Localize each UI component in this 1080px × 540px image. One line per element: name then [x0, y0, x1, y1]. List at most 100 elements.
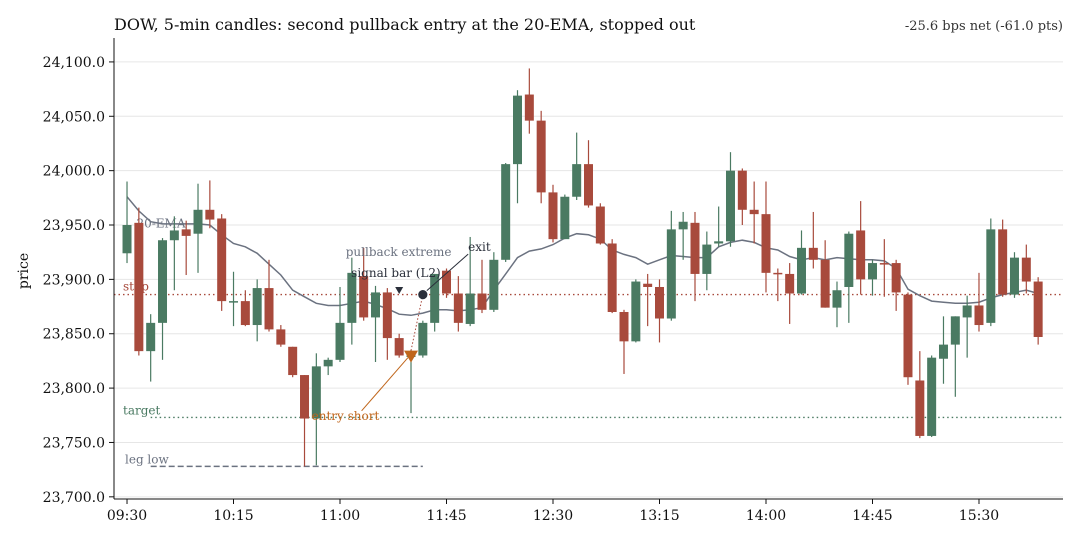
y-tick-label: 23,900.0	[43, 272, 105, 288]
candle-body	[844, 233, 854, 287]
trade-path	[410, 294, 424, 351]
y-tick-label: 23,950.0	[43, 218, 105, 234]
candle-body	[264, 288, 274, 330]
candle-body	[666, 229, 676, 319]
candle-body	[796, 247, 806, 294]
candle-body	[714, 241, 724, 244]
candle-body	[879, 263, 889, 265]
candle-body	[288, 346, 298, 376]
candle-body	[927, 357, 937, 436]
candle-body	[785, 273, 795, 294]
y-tick-label: 23,750.0	[43, 435, 105, 451]
candle-body	[430, 273, 440, 323]
axes: 23,700.0 23,750.0 23,800.0 23,850.0 23,900.0…	[43, 38, 1063, 524]
exit-marker	[418, 289, 428, 300]
candle-body	[229, 301, 239, 303]
candle-body	[1021, 257, 1031, 282]
annotations: pullback extreme signal bar (L2) entry sho…	[312, 240, 491, 423]
candle-body	[938, 344, 948, 359]
candle-body	[489, 259, 499, 310]
y-tick-label: 24,050.0	[43, 109, 105, 125]
candle-body	[418, 322, 428, 356]
candle-body	[643, 283, 653, 287]
x-tick-label: 12:30	[533, 508, 573, 524]
candle-body	[536, 120, 546, 193]
candle-body	[974, 305, 984, 326]
candle-body	[193, 209, 203, 234]
candle-body	[678, 221, 688, 230]
candle-body	[217, 218, 227, 302]
candle-body	[513, 95, 522, 165]
x-tick-label: 15:30	[959, 508, 999, 524]
x-tick-label: 14:45	[852, 508, 892, 524]
candle-body	[169, 230, 179, 241]
candle-body	[832, 290, 842, 308]
candle-body	[442, 270, 452, 294]
entry-label: entry short	[312, 409, 380, 423]
candle-body	[607, 243, 617, 312]
candle-body	[584, 164, 593, 206]
x-tick-label: 10:15	[213, 508, 253, 524]
candle-body	[915, 380, 925, 436]
candle-body	[146, 322, 156, 352]
ema-label: 20-EMA	[136, 217, 185, 231]
candle-body	[371, 292, 381, 318]
chart-title: DOW, 5-min candles: second pullback entr…	[114, 15, 696, 34]
x-tick-label: 11:45	[426, 508, 466, 524]
entry-pointer	[361, 357, 409, 412]
leg-low-label: leg low	[125, 452, 169, 466]
exit-label: exit	[468, 240, 491, 254]
y-axis-label: price	[16, 253, 32, 289]
chart-subtitle: -25.6 bps net (-61.0 pts)	[905, 19, 1063, 34]
grid-lines	[114, 61, 1063, 498]
candle-body	[962, 305, 972, 318]
candle-body	[1033, 281, 1043, 337]
candle-body	[808, 247, 818, 260]
candle-body	[477, 293, 487, 310]
candle-body	[335, 322, 345, 360]
candle-body	[749, 209, 759, 215]
candle-body	[252, 288, 262, 326]
candle-body	[382, 292, 392, 339]
signal-bar-marker	[395, 286, 404, 294]
candle-body	[572, 164, 582, 197]
candle-body	[1009, 257, 1019, 295]
x-tick-label: 13:15	[639, 508, 679, 524]
pullback-extreme-label: pullback extreme	[346, 245, 452, 259]
candle-body	[501, 164, 511, 260]
candle-body	[690, 222, 700, 274]
y-tick-label: 24,100.0	[43, 55, 105, 71]
candle-body	[856, 230, 866, 280]
signal-bar-label: signal bar (L2)	[351, 266, 441, 280]
exit-pointer	[426, 253, 469, 291]
candle-body	[773, 272, 783, 275]
candle-body	[560, 196, 570, 240]
candle-body	[158, 240, 168, 323]
candle-body	[619, 311, 629, 342]
candle-body	[548, 192, 558, 240]
x-tick-label: 11:00	[320, 508, 360, 524]
candle-body	[986, 229, 996, 323]
y-tick-label: 23,700.0	[43, 490, 105, 506]
candle-body	[122, 225, 132, 254]
candle-body	[737, 170, 747, 210]
candle-body	[524, 94, 534, 121]
candle-body	[891, 263, 901, 293]
candle-body	[311, 366, 321, 419]
candle-body	[820, 259, 830, 308]
candle-body	[950, 316, 960, 345]
candle-body	[998, 229, 1008, 295]
candles	[122, 68, 1043, 467]
ema-line	[126, 196, 1039, 317]
candle-body	[359, 276, 369, 318]
candle-body	[453, 293, 463, 323]
y-tick-label: 24,000.0	[43, 164, 105, 180]
candle-body	[702, 244, 712, 274]
candle-body	[761, 214, 771, 273]
entry-marker	[404, 350, 419, 363]
y-tick-label: 23,800.0	[43, 381, 105, 397]
candle-body	[595, 206, 605, 244]
candle-body	[631, 281, 641, 342]
candle-body	[394, 338, 404, 356]
